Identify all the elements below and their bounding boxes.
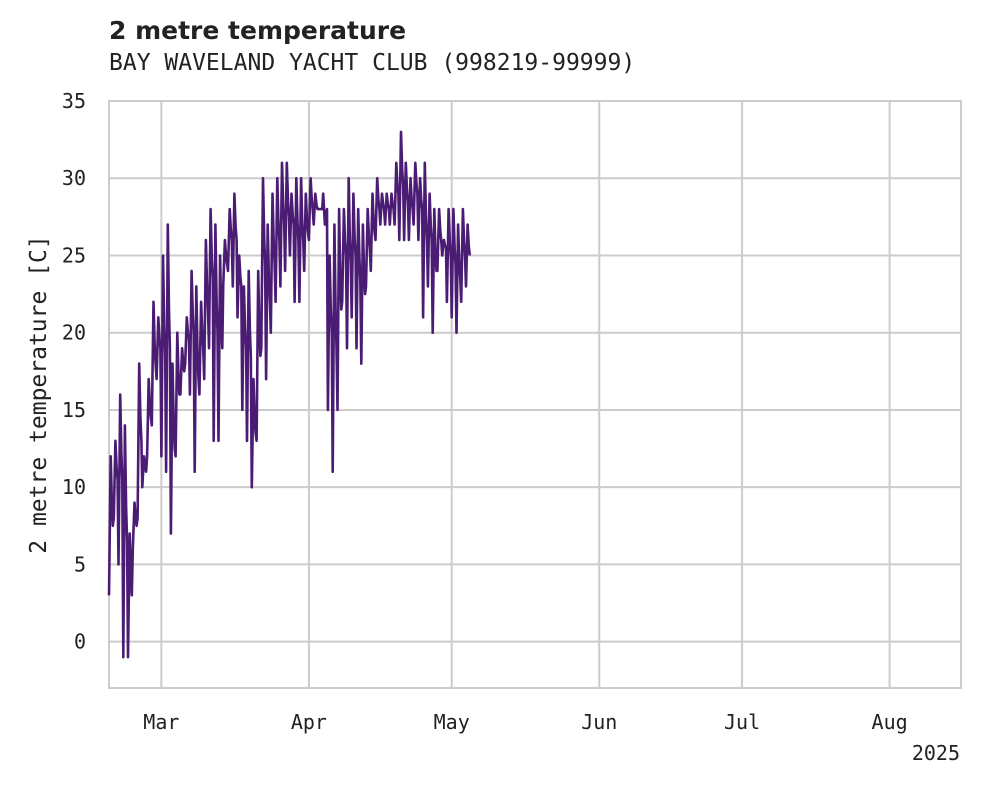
- plot-frame: [108, 100, 962, 689]
- y-tick-label: 25: [62, 243, 86, 267]
- y-ticks: 0 5 10 15 20 25 30 35: [62, 89, 86, 654]
- y-axis-label: 2 metre temperature [C]: [26, 235, 52, 554]
- x-tick-label: Jun: [581, 710, 617, 734]
- chart-title: 2 metre temperature: [109, 16, 407, 45]
- y-tick-label: 15: [62, 398, 86, 422]
- y-tick-label: 5: [74, 552, 86, 576]
- y-tick-label: 35: [62, 89, 86, 113]
- grid: [109, 100, 961, 688]
- chart-subtitle: BAY WAVELAND YACHT CLUB (998219-99999): [109, 50, 636, 76]
- x-tick-label: Aug: [872, 710, 908, 734]
- x-tick-label: Mar: [143, 710, 179, 734]
- x-tick-label: May: [434, 710, 470, 734]
- series-line: [107, 130, 472, 659]
- y-tick-label: 20: [62, 321, 86, 345]
- x-year-label: 2025: [912, 741, 960, 765]
- x-tick-label: Jul: [724, 710, 760, 734]
- x-ticks: Mar Apr May Jun Jul Aug: [143, 710, 907, 734]
- x-tick-label: Apr: [291, 710, 327, 734]
- y-tick-label: 0: [74, 630, 86, 654]
- y-tick-label: 30: [62, 166, 86, 190]
- y-tick-label: 10: [62, 475, 86, 499]
